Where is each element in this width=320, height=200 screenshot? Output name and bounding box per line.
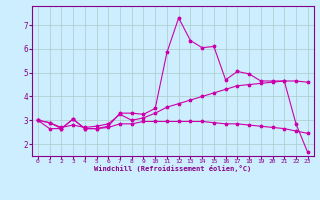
X-axis label: Windchill (Refroidissement éolien,°C): Windchill (Refroidissement éolien,°C) [94, 165, 252, 172]
